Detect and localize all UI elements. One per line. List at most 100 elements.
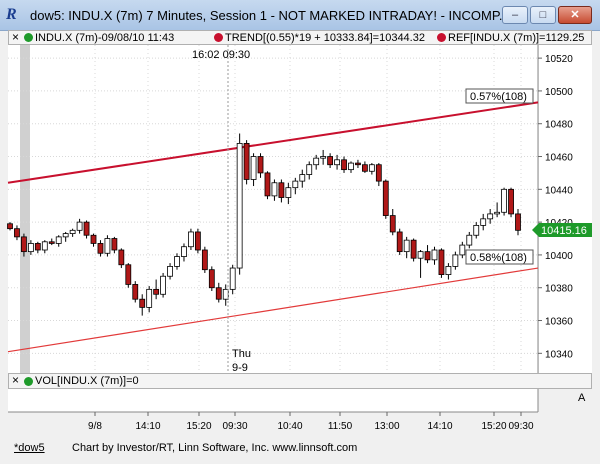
candle[interactable] — [480, 213, 487, 231]
candle[interactable] — [229, 264, 236, 295]
trend-dot-icon — [214, 33, 223, 42]
candle[interactable] — [14, 225, 20, 241]
candle[interactable] — [118, 248, 125, 269]
candle[interactable] — [466, 231, 473, 249]
candle[interactable] — [292, 177, 299, 195]
candle[interactable] — [327, 153, 334, 168]
candle[interactable] — [285, 182, 292, 205]
volume-plot[interactable] — [8, 389, 538, 412]
candle[interactable] — [236, 133, 243, 275]
candle[interactable] — [264, 171, 271, 200]
candle[interactable] — [389, 209, 396, 236]
candle[interactable] — [167, 263, 173, 280]
candle[interactable] — [125, 263, 132, 288]
candle[interactable] — [320, 149, 327, 165]
candle[interactable] — [299, 169, 306, 188]
price-chart[interactable]: 1034010360103801040010420104401046010480… — [0, 45, 600, 438]
close-button[interactable]: ✕ — [558, 6, 592, 24]
candle[interactable] — [459, 241, 466, 259]
candle[interactable] — [153, 279, 160, 300]
price-axis[interactable] — [539, 45, 592, 373]
candle-body — [417, 251, 424, 259]
candle[interactable] — [90, 233, 97, 247]
candle[interactable] — [362, 161, 368, 173]
candle[interactable] — [348, 161, 354, 173]
candle-body — [355, 162, 361, 166]
candle[interactable] — [306, 161, 313, 180]
close-volume-icon[interactable]: × — [12, 373, 20, 387]
candle[interactable] — [494, 202, 501, 218]
candle[interactable] — [473, 222, 480, 239]
candle[interactable] — [7, 222, 13, 231]
candle[interactable] — [243, 140, 250, 185]
candle[interactable] — [250, 153, 257, 187]
candle[interactable] — [62, 231, 69, 242]
candle[interactable] — [452, 251, 459, 270]
candle[interactable] — [139, 294, 146, 316]
trend-label[interactable]: TREND[(0.55)*19 + 10333.84]=10344.32 — [225, 32, 425, 44]
candle[interactable] — [201, 246, 208, 273]
candle[interactable] — [69, 228, 76, 237]
candle[interactable] — [174, 253, 180, 270]
candle[interactable] — [83, 220, 90, 239]
candle-body — [160, 275, 166, 295]
app-icon[interactable]: R — [6, 6, 17, 23]
candle[interactable] — [160, 272, 166, 298]
candle[interactable] — [396, 228, 403, 255]
candle-body — [410, 239, 417, 259]
candle[interactable] — [515, 209, 521, 236]
candle[interactable] — [97, 240, 104, 257]
candle[interactable] — [508, 187, 514, 218]
y-tick-label: 10440 — [545, 185, 573, 196]
candle[interactable] — [313, 154, 320, 170]
candle[interactable] — [181, 243, 187, 262]
lower-trend-line[interactable] — [7, 267, 539, 353]
ref-label[interactable]: REF[INDU.X (7m)]=1129.25 — [448, 32, 585, 44]
candle[interactable] — [445, 263, 452, 280]
candle[interactable] — [34, 241, 41, 254]
candle[interactable] — [382, 179, 389, 219]
candle[interactable] — [208, 266, 215, 291]
maximize-button[interactable]: □ — [530, 6, 556, 24]
candle[interactable] — [271, 179, 278, 201]
candle[interactable] — [21, 233, 27, 257]
candle[interactable] — [215, 282, 222, 303]
upper-trend-line[interactable] — [7, 101, 539, 184]
chart-tab[interactable]: *dow5 — [14, 442, 45, 454]
ref-dot-icon — [437, 33, 446, 42]
candle-body — [27, 243, 34, 253]
lower-pct-label: 0.58%(108) — [470, 252, 527, 264]
minimize-button[interactable]: – — [502, 6, 528, 24]
candle[interactable] — [424, 245, 431, 264]
candle[interactable] — [403, 236, 410, 259]
candle[interactable] — [55, 235, 62, 247]
candle[interactable] — [368, 163, 375, 175]
candle[interactable] — [48, 238, 55, 246]
candle[interactable] — [487, 209, 494, 224]
candle-body — [501, 188, 507, 213]
candle[interactable] — [417, 250, 424, 278]
candle[interactable] — [41, 240, 48, 254]
candle[interactable] — [410, 238, 417, 262]
instrument-label[interactable]: INDU.X (7m)-09/08/10 11:43 — [35, 32, 175, 44]
candle[interactable] — [132, 281, 139, 303]
candle[interactable] — [104, 235, 111, 257]
close-pane-icon[interactable]: × — [12, 30, 20, 44]
candle[interactable] — [334, 154, 340, 170]
candle[interactable] — [438, 248, 445, 278]
candle[interactable] — [278, 179, 285, 203]
volume-label[interactable]: VOL[INDU.X (7m)]=0 — [35, 375, 139, 387]
candle[interactable] — [431, 246, 438, 265]
candle[interactable] — [257, 153, 264, 178]
candle[interactable] — [375, 163, 382, 187]
candle[interactable] — [111, 236, 118, 254]
candle[interactable] — [501, 187, 507, 216]
candle[interactable] — [76, 218, 83, 234]
candle[interactable] — [355, 159, 361, 168]
candle[interactable] — [146, 286, 153, 313]
candle-body — [55, 236, 62, 244]
candle[interactable] — [194, 228, 201, 254]
candle[interactable] — [27, 240, 34, 255]
candle[interactable] — [188, 228, 194, 250]
candle[interactable] — [341, 156, 347, 173]
